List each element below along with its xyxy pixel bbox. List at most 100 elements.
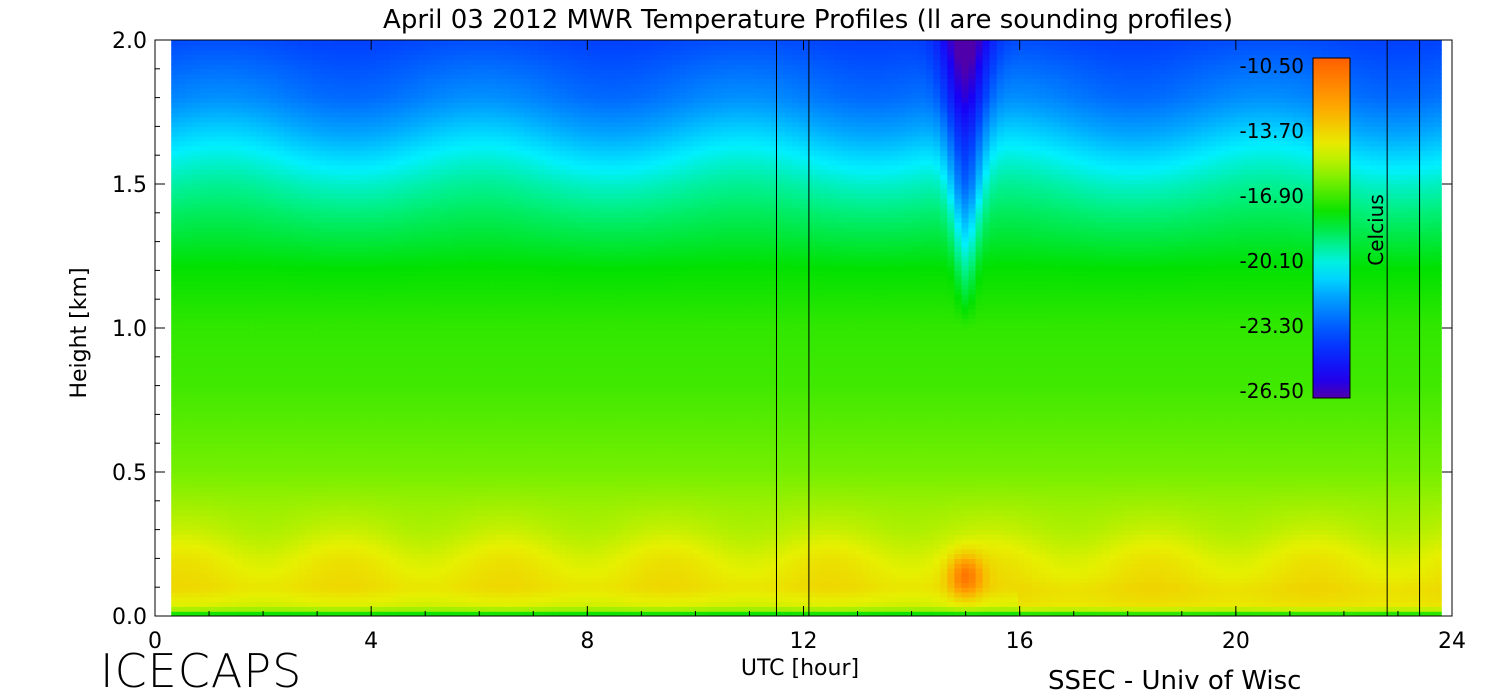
heatmap-cell (348, 318, 356, 323)
heatmap-cell (355, 141, 363, 146)
heatmap-cell (242, 568, 250, 573)
heatmap-cell (270, 573, 278, 578)
heatmap-cell (362, 573, 370, 578)
heatmap-cell (291, 59, 299, 64)
heatmap-cell (206, 381, 214, 386)
heatmap-cell (404, 563, 412, 568)
heatmap-cell (199, 102, 207, 107)
heatmap-cell (432, 366, 440, 371)
heatmap-cell (404, 309, 412, 314)
heatmap-cell (221, 54, 229, 59)
heatmap-cell (192, 554, 200, 559)
heatmap-cell (277, 491, 285, 496)
heatmap-cell (249, 141, 257, 146)
heatmap-cell (319, 222, 327, 227)
heatmap-cell (178, 563, 186, 568)
heatmap-cell (432, 429, 440, 434)
heatmap-cell (319, 506, 327, 511)
heatmap-cell (432, 443, 440, 448)
heatmap-cell (319, 592, 327, 597)
heatmap-cell (439, 270, 447, 275)
heatmap-cell (249, 122, 257, 127)
heatmap-cell (453, 534, 461, 539)
heatmap-cell (235, 54, 243, 59)
heatmap-cell (214, 309, 222, 314)
heatmap-cell (425, 150, 433, 155)
heatmap-cell (206, 371, 214, 376)
heatmap-cell (192, 448, 200, 453)
heatmap-cell (348, 213, 356, 218)
heatmap-cell (178, 237, 186, 242)
heatmap-cell (298, 371, 306, 376)
heatmap-cell (362, 150, 370, 155)
heatmap-cell (214, 448, 222, 453)
heatmap-cell (270, 400, 278, 405)
heatmap-cell (326, 328, 334, 333)
heatmap-cell (355, 184, 363, 189)
heatmap-cell (460, 496, 468, 501)
heatmap-cell (319, 64, 327, 69)
heatmap-cell (284, 323, 292, 328)
heatmap-cell (319, 50, 327, 55)
heatmap-cell (263, 597, 271, 602)
heatmap-cell (355, 443, 363, 448)
heatmap-cell (228, 131, 236, 136)
heatmap-cell (383, 309, 391, 314)
heatmap-cell (348, 424, 356, 429)
heatmap-cell (355, 270, 363, 275)
heatmap-cell (249, 429, 257, 434)
heatmap-cell (383, 366, 391, 371)
heatmap-cell (242, 88, 250, 93)
heatmap-cell (291, 587, 299, 592)
heatmap-cell (397, 45, 405, 50)
heatmap-cell (249, 78, 257, 83)
heatmap-cell (249, 266, 257, 271)
heatmap-cell (418, 160, 426, 165)
heatmap-cell (228, 434, 236, 439)
heatmap-cell (362, 309, 370, 314)
heatmap-cell (312, 93, 320, 98)
heatmap-cell (326, 347, 334, 352)
heatmap-cell (333, 558, 341, 563)
heatmap-cell (298, 333, 306, 338)
heatmap-cell (362, 155, 370, 160)
heatmap-cell (376, 40, 384, 45)
heatmap-cell (383, 549, 391, 554)
heatmap-cell (185, 318, 193, 323)
heatmap-cell (362, 525, 370, 530)
heatmap-cell (411, 477, 419, 482)
heatmap-cell (206, 390, 214, 395)
heatmap-cell (390, 568, 398, 573)
heatmap-cell (185, 419, 193, 424)
heatmap-cell (453, 131, 461, 136)
heatmap-cell (390, 333, 398, 338)
heatmap-cell (192, 290, 200, 295)
heatmap-cell (404, 280, 412, 285)
heatmap-cell (453, 438, 461, 443)
heatmap-cell (263, 510, 271, 515)
heatmap-cell (277, 78, 285, 83)
heatmap-cell (235, 347, 243, 352)
heatmap-cell (263, 414, 271, 419)
heatmap-cell (256, 582, 264, 587)
heatmap-cell (178, 443, 186, 448)
heatmap-cell (214, 371, 222, 376)
heatmap-cell (376, 275, 384, 280)
heatmap-cell (355, 554, 363, 559)
heatmap-cell (376, 232, 384, 237)
heatmap-cell (341, 256, 349, 261)
heatmap-cell (333, 64, 341, 69)
heatmap-cell (326, 74, 334, 79)
heatmap-cell (418, 405, 426, 410)
heatmap-cell (439, 376, 447, 381)
heatmap-cell (446, 362, 454, 367)
heatmap-cell (277, 405, 285, 410)
heatmap-cell (235, 222, 243, 227)
heatmap-cell (199, 141, 207, 146)
heatmap-cell (425, 414, 433, 419)
heatmap-cell (355, 376, 363, 381)
heatmap-cell (263, 74, 271, 79)
heatmap-cell (418, 122, 426, 127)
heatmap-cell (390, 189, 398, 194)
heatmap-cell (235, 285, 243, 290)
